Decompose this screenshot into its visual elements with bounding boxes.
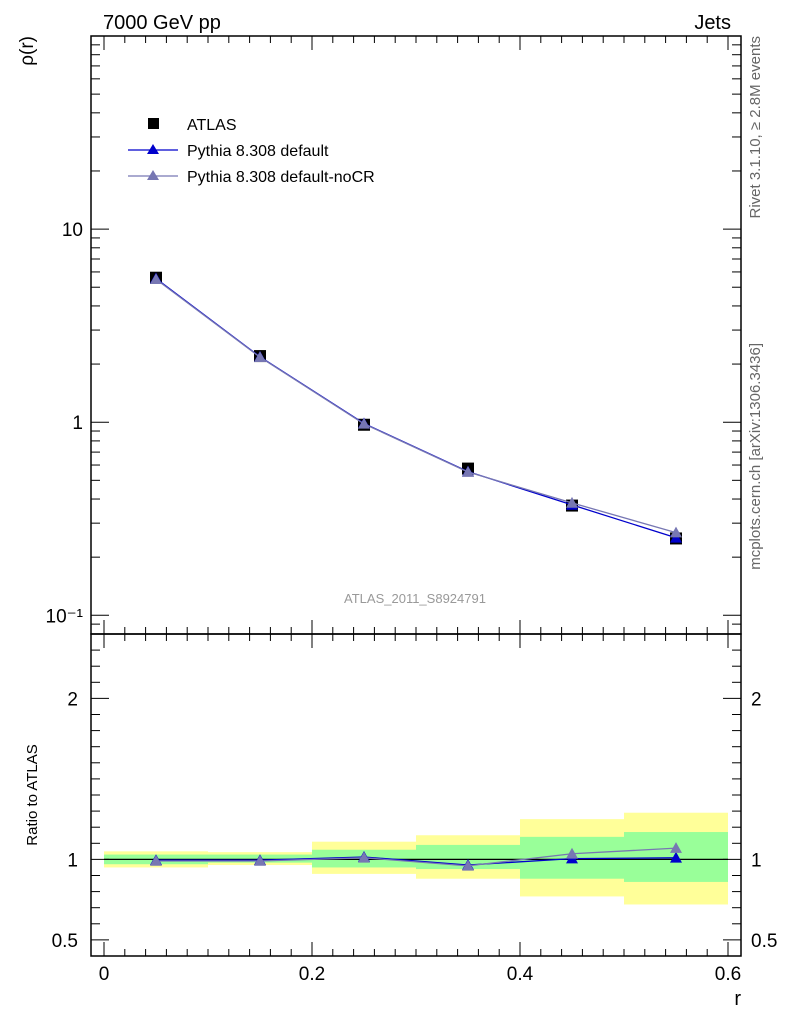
- ratio-plot-frame: [90, 633, 742, 957]
- source-label: mcplots.cern.ch [arXiv:1306.3436]: [747, 343, 764, 570]
- legend-label-atlas: ATLAS: [187, 117, 237, 134]
- ratio-point-1-2: [358, 851, 370, 863]
- main-point-2-2: [358, 417, 370, 429]
- main-series-line-2: [155, 278, 677, 534]
- main-y-axis-label: ρ(r): [17, 36, 38, 66]
- data-series: [150, 271, 682, 871]
- y-tick-label-ratio-right-2: 2: [751, 689, 762, 710]
- ratio-series-line-0: [156, 856, 677, 866]
- ratio-point-1-0: [150, 855, 162, 866]
- main-point-2-3: [462, 466, 474, 477]
- ratio-uncertainty-bands: [104, 812, 728, 905]
- y-tick-label-main-2: 10: [62, 220, 83, 241]
- analysis-watermark: ATLAS_2011_S8924791: [344, 591, 486, 606]
- legend-label-default: Pythia 8.308 default: [187, 143, 329, 160]
- legend-triangle-nocr: [147, 170, 159, 180]
- x-tick-label-0: 0: [99, 964, 110, 985]
- y-tick-label-ratio-left-0: 0.5: [52, 931, 78, 952]
- energy-label: 7000 GeV pp: [103, 12, 221, 34]
- jets-label: Jets: [694, 12, 731, 34]
- ratio-point-1-5: [670, 842, 682, 853]
- axes-ticks: 0 0.2 0.4 0.6 10⁻¹ 1 10 0.5 0.5 1 1 2 2: [46, 35, 777, 985]
- ratio-point-1-4: [566, 847, 578, 859]
- y-tick-label-ratio-right-1: 1: [751, 850, 762, 871]
- ratio-series-line-1: [156, 847, 677, 867]
- main-point-2-4: [566, 496, 578, 508]
- main-point-2-0: [150, 273, 162, 285]
- y-tick-label-main-0: 10⁻¹: [46, 606, 84, 627]
- x-axis-label: r: [734, 988, 741, 1010]
- legend-item-pythia-nocr: Pythia 8.308 default-noCR: [128, 169, 375, 186]
- x-tick-label-1: 0.2: [299, 964, 325, 985]
- y-tick-label-main-1: 1: [72, 413, 83, 434]
- y-tick-label-ratio-left-2: 2: [67, 689, 78, 710]
- y-tick-label-ratio-left-1: 1: [67, 850, 78, 871]
- ratio-point-1-1: [254, 855, 266, 866]
- rivet-version-label: Rivet 3.1.10, ≥ 2.8M events: [747, 36, 764, 219]
- main-series-line-1: [155, 277, 677, 539]
- x-tick-label-2: 0.4: [507, 964, 534, 985]
- legend-item-atlas: ATLAS: [148, 117, 237, 134]
- legend-square-marker: [148, 118, 159, 129]
- x-tick-label-3: 0.6: [715, 964, 741, 985]
- main-point-2-5: [670, 526, 682, 538]
- legend: ATLAS Pythia 8.308 default Pythia 8.308 …: [128, 117, 375, 186]
- ratio-y-axis-label: Ratio to ATLAS: [24, 744, 41, 845]
- ratio-point-0-5: [670, 851, 682, 863]
- y-tick-label-ratio-right-0: 0.5: [751, 931, 777, 952]
- main-point-2-1: [254, 351, 266, 363]
- legend-item-pythia-default: Pythia 8.308 default: [128, 143, 329, 160]
- ratio-point-1-3: [462, 859, 474, 871]
- legend-triangle-default: [147, 144, 159, 154]
- legend-label-nocr: Pythia 8.308 default-noCR: [187, 169, 375, 186]
